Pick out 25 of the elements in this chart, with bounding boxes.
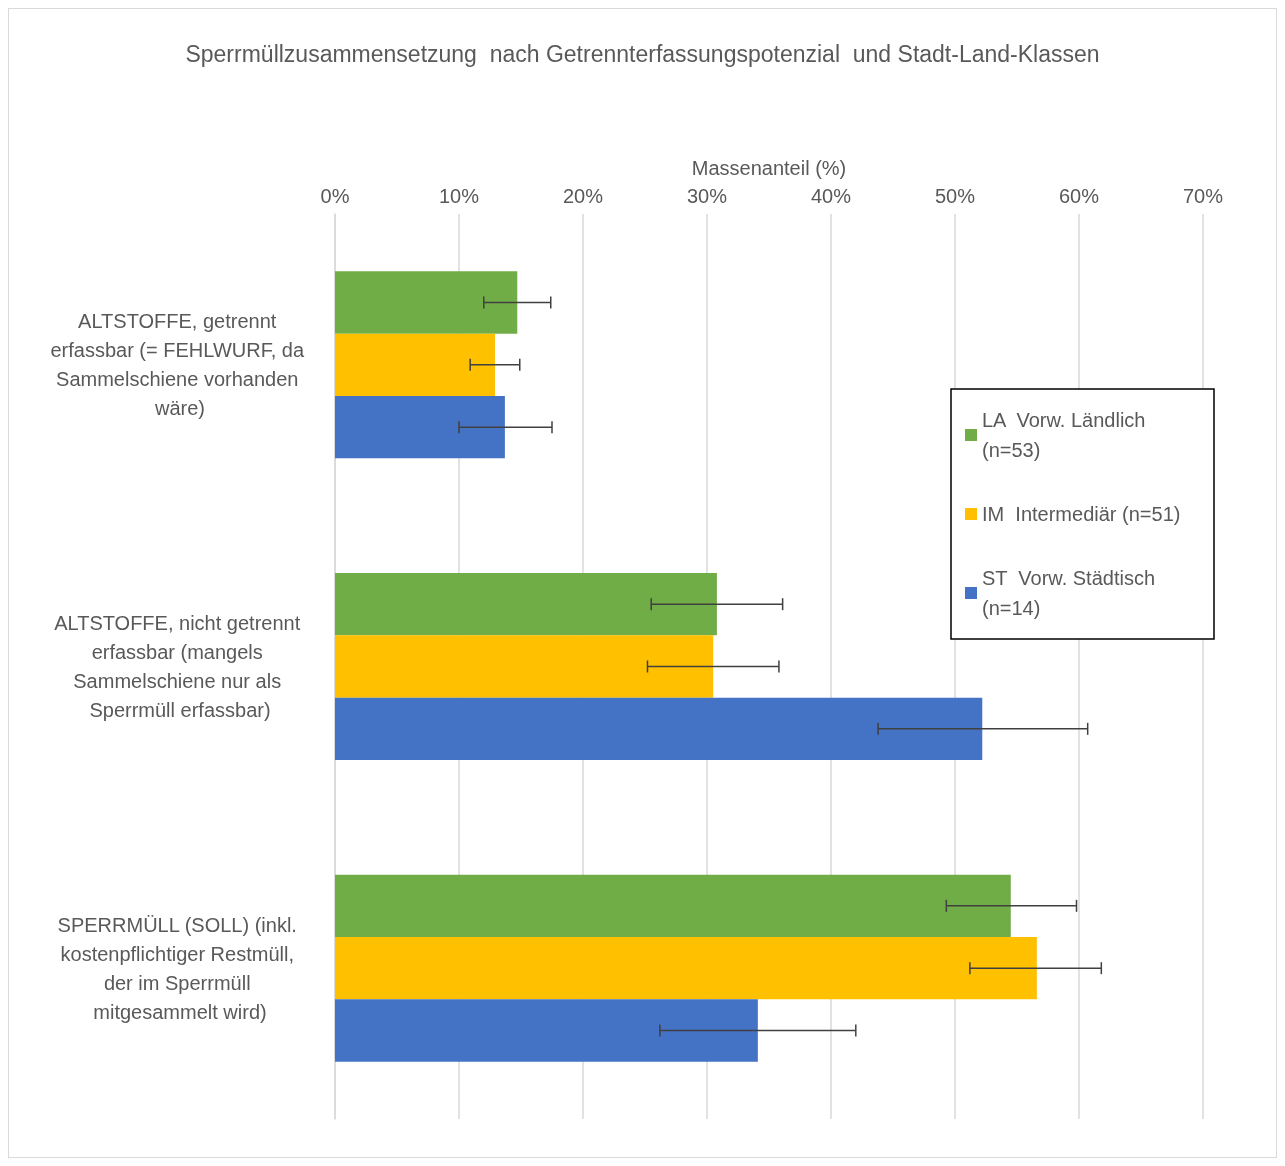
x-tick-label: 50% <box>934 185 976 207</box>
x-tick-label: 70% <box>1182 185 1224 207</box>
y-tick-label: ALTSTOFFE, nicht getrennt erfassbar (mangels Sammelschiene nur als Sperrmüll erfassbar) <box>54 612 306 721</box>
x-tick-label: 40% <box>810 185 852 207</box>
chart-title: Sperrmüllzusammensetzung nach Getrennterfassungspotenzial und Stadt-Land-Klassen <box>185 40 1100 67</box>
x-tick-label: 30% <box>686 185 728 207</box>
y-tick-label: ALTSTOFFE, getrennt erfassbar (= FEHLWURF, da Sammelschiene vorhanden wäre) <box>50 310 310 420</box>
bar <box>335 572 717 636</box>
bar <box>335 635 714 698</box>
legend-label: IM Intermediär (n=51) <box>982 503 1181 525</box>
x-tick-label: 0% <box>320 185 350 207</box>
bar <box>335 874 1011 937</box>
legend-label: LA Vorw. Ländlich (n=53) <box>982 409 1152 461</box>
bar <box>335 333 495 397</box>
x-tick-label: 10% <box>438 185 480 207</box>
bar <box>335 936 1037 1000</box>
bar <box>335 999 758 1062</box>
x-axis-title: Massenanteil (%) <box>691 157 847 179</box>
x-tick-label: 60% <box>1058 185 1100 207</box>
bar <box>335 271 518 334</box>
bar <box>335 396 505 459</box>
bar <box>335 697 983 761</box>
x-tick-label: 20% <box>562 185 604 207</box>
y-tick-label: SPERRMÜLL (SOLL) (inkl. kostenpflichtiger Restmüll, der im Sperrmüll mitgesammelt wird) <box>57 913 303 1023</box>
legend-label: ST Vorw. Städtisch (n=14) <box>982 567 1161 619</box>
